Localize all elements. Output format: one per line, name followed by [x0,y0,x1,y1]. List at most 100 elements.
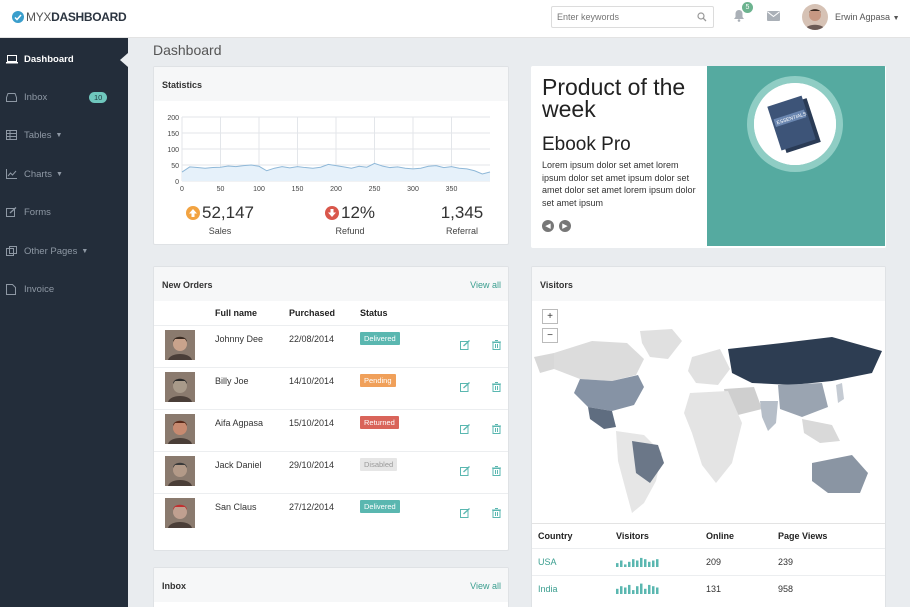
search-icon[interactable] [697,12,707,22]
edit-icon[interactable] [460,382,470,392]
status-badge: Delivered [360,499,400,513]
x-tick-label: 250 [369,186,381,193]
sidebar: Dashboard Inbox 10 Tables ▼ Charts ▼ Forms… [0,38,128,607]
stat-label: Refund [335,226,365,236]
trash-icon[interactable] [492,382,501,392]
visitors-table: Country Visitors Online Page Views USA 20… [532,523,885,603]
chart-icon [6,169,17,179]
sidebar-item-charts[interactable]: Charts ▼ [0,155,128,193]
orders-table: Full name Purchased Status Johnny Dee 22/… [154,301,508,535]
x-tick-label: 0 [180,186,184,193]
customer-name: Johnny Dee [215,324,289,367]
purchase-date: 14/10/2014 [289,366,360,409]
x-tick-label: 150 [292,186,304,193]
map-greenland[interactable] [640,329,682,359]
edit-icon[interactable] [460,340,470,350]
map-mexico[interactable] [588,407,616,429]
spark-bar [644,589,647,595]
brand-logo[interactable]: MYX DASHBOARD [12,10,127,24]
view-all-link[interactable]: View all [470,280,501,290]
edit-icon [6,207,17,217]
edit-icon[interactable] [460,508,470,519]
edit-icon[interactable] [460,424,470,434]
map-europe[interactable] [688,349,730,385]
customer-name: Aifa Agpasa [215,408,289,451]
spark-bar [656,559,659,567]
product-carousel-nav: ◀ ▶ [542,220,571,232]
search-input[interactable] [552,7,687,27]
page-views-count: 239 [778,548,885,576]
map-usa[interactable] [574,375,644,411]
map-china[interactable] [778,383,828,417]
table-row[interactable]: USA 209 239 [532,548,885,576]
trash-icon[interactable] [492,424,501,434]
page-title: Dashboard [153,42,222,58]
sidebar-item-forms[interactable]: Forms [0,193,128,231]
user-photo [802,4,828,30]
product-image-area: ESSENTIALS [707,66,885,246]
column-header: Country [532,523,616,549]
map-canada[interactable] [554,341,644,381]
table-row[interactable]: Johnny Dee 22/08/2014 Delivered [154,324,508,367]
map-brazil[interactable] [632,441,664,483]
caret-down-icon: ▼ [55,131,63,139]
trash-icon[interactable] [492,508,501,519]
edit-icon[interactable] [460,466,470,476]
bell-icon[interactable] [733,9,745,22]
prev-arrow-icon[interactable]: ◀ [542,220,554,232]
spark-bar [648,585,651,595]
zoom-out-button[interactable]: − [542,328,558,343]
map-japan[interactable] [836,383,844,403]
map-australia[interactable] [812,455,868,493]
table-row[interactable]: India 131 958 [532,575,885,603]
column-header: Full name [215,307,258,318]
orders-header: New Orders View all [154,267,508,301]
stat-referral: 1,345 Referral [416,203,508,236]
sidebar-item-inbox[interactable]: Inbox 10 [0,78,128,116]
column-header: Page Views [778,523,885,549]
notification-badge: 5 [742,2,753,13]
y-tick-label: 150 [167,131,179,138]
zoom-in-button[interactable]: + [542,309,558,324]
user-name[interactable]: Erwin Agpasa ▼ [835,12,900,22]
map-africa[interactable] [684,391,742,483]
spark-bar [632,590,635,595]
sidebar-item-tables[interactable]: Tables ▼ [0,116,128,154]
laptop-icon [6,54,18,63]
table-row[interactable]: Aifa Agpasa 15/10/2014 Returned [154,408,508,451]
stat-value: 52,147 [202,203,254,222]
online-count: 209 [706,548,778,576]
sidebar-item-label: Other Pages [24,245,78,257]
next-arrow-icon[interactable]: ▶ [559,220,571,232]
table-row[interactable]: Billy Joe 14/10/2014 Pending [154,366,508,409]
trash-icon[interactable] [492,466,501,476]
inbox-icon [6,92,17,102]
pages-icon [6,246,17,256]
sidebar-item-other-pages[interactable]: Other Pages ▼ [0,232,128,270]
table-row[interactable]: San Claus 27/12/2014 Delivered [154,492,508,535]
inbox-panel: Inbox View all [153,567,509,607]
customer-name: San Claus [215,492,289,535]
status-badge: Disabled [360,457,398,471]
sidebar-item-invoice[interactable]: Invoice [0,270,128,308]
visitors-sparkline [616,557,659,567]
sidebar-item-dashboard[interactable]: Dashboard [0,40,128,78]
trash-icon[interactable] [492,340,501,350]
stat-value: 12% [340,203,376,222]
product-name: Ebook Pro [542,134,631,155]
map-russia[interactable] [728,337,882,385]
customer-avatar [165,330,195,360]
world-map[interactable] [532,323,885,523]
product-panel-title: Product of the week [542,74,686,122]
sidebar-item-label: Forms [24,206,51,218]
map-southeast-asia[interactable] [802,419,840,443]
mail-icon[interactable] [767,11,780,21]
country-name[interactable]: USA [532,548,616,576]
map-india[interactable] [760,401,778,431]
country-name[interactable]: India [532,575,616,603]
table-row[interactable]: Jack Daniel 29/10/2014 Disabled [154,450,508,493]
user-avatar[interactable] [802,4,828,30]
view-all-link[interactable]: View all [470,581,501,591]
map-alaska[interactable] [534,353,554,373]
